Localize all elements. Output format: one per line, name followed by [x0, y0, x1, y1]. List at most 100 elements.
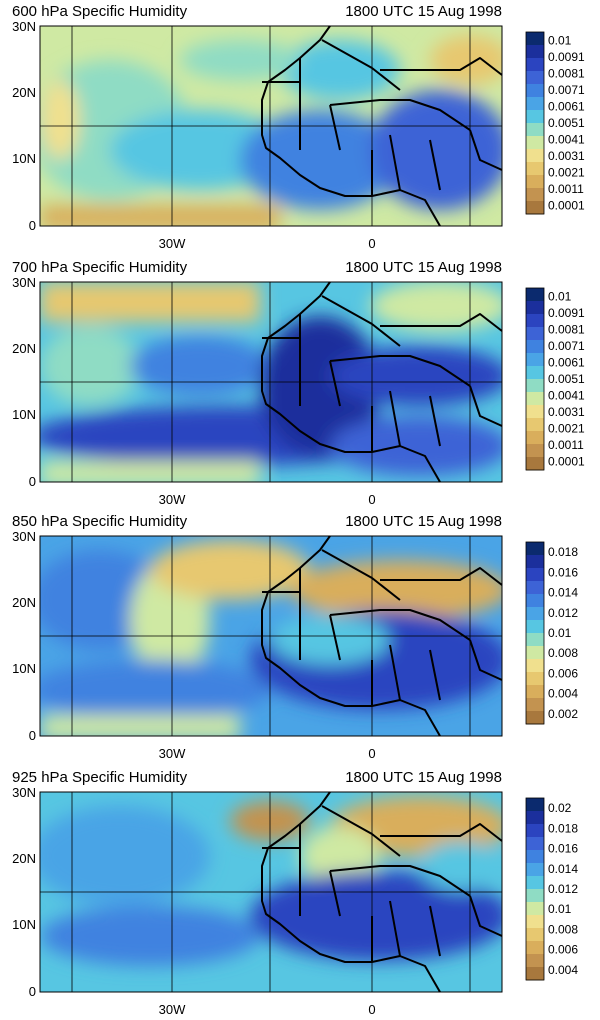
lon-label: 0: [368, 236, 375, 251]
colorbar-swatch: [526, 353, 544, 367]
colorbar-swatch: [526, 162, 544, 176]
map-area: [39, 791, 503, 993]
colorbar-swatch: [526, 288, 544, 302]
panel-title: 850 hPa Specific Humidity: [12, 513, 188, 530]
colorbar-swatch: [526, 110, 544, 124]
panel-time: 1800 UTC 15 Aug 1998: [345, 769, 502, 786]
map-area: [39, 535, 503, 737]
colorbar: 0.02 0.018 0.016 0.014 0.012 0.01 0.008 0.006 0.…: [525, 797, 578, 981]
colorbar-label: 0.0031: [548, 149, 585, 163]
colorbar-label: 0.0001: [548, 455, 585, 469]
colorbar-frame: [525, 541, 545, 725]
lat-label: 10N: [12, 151, 36, 166]
colorbar-label: 0.01: [548, 626, 572, 640]
colorbar-swatch: [526, 431, 544, 445]
colorbar-swatch: [526, 850, 544, 864]
colorbar-label: 0.0071: [548, 83, 585, 97]
colorbar-swatch: [526, 58, 544, 72]
colorbar-swatch: [526, 928, 544, 942]
colorbar-label: 0.006: [548, 943, 578, 957]
lat-label: 10N: [12, 917, 36, 932]
colorbar-swatch: [526, 340, 544, 354]
colorbar-label: 0.014: [548, 586, 578, 600]
colorbar-swatch: [526, 698, 544, 712]
lon-axis: 30W 0: [159, 1002, 376, 1017]
lat-label: 20N: [12, 851, 36, 866]
colorbar: 0.018 0.016 0.014 0.012 0.01 0.008 0.006 0.004 0…: [525, 541, 578, 725]
lat-axis: 30N 20N 10N 0: [12, 529, 36, 743]
colorbar-swatch: [526, 824, 544, 838]
lat-label: 10N: [12, 407, 36, 422]
colorbar-label: 0.0091: [548, 50, 585, 64]
panel-850hpa: 850 hPa Specific Humidity 1800 UTC 15 Au…: [12, 513, 578, 761]
lat-label: 20N: [12, 85, 36, 100]
colorbar-label: 0.0041: [548, 133, 585, 147]
colorbar-swatch: [526, 71, 544, 85]
colorbar-label: 0.004: [548, 687, 578, 701]
lat-label: 0: [29, 218, 36, 233]
coastline: [261, 281, 503, 483]
colorbar-swatch: [526, 201, 544, 215]
lon-label: 30W: [159, 746, 186, 761]
lat-axis: 30N 20N 10N 0: [12, 275, 36, 489]
panel-700hpa: 700 hPa Specific Humidity 1800 UTC 15 Au…: [12, 259, 585, 507]
colorbar-label: 0.0011: [548, 438, 584, 452]
colorbar-swatch: [526, 568, 544, 582]
lat-label: 30N: [12, 19, 36, 34]
lat-label: 0: [29, 984, 36, 999]
colorbar-swatch: [526, 542, 544, 556]
colorbar-swatch: [526, 941, 544, 955]
colorbar-swatch: [526, 418, 544, 432]
colorbar-swatch: [526, 672, 544, 686]
lat-label: 20N: [12, 595, 36, 610]
colorbar-label: 0.01: [548, 289, 572, 303]
colorbar-frame: [525, 797, 545, 981]
colorbar-swatch: [526, 136, 544, 150]
colorbar-label: 0.018: [548, 821, 578, 835]
colorbar-frame: [525, 287, 545, 471]
grid-lines: [40, 282, 502, 482]
colorbar-swatch: [526, 581, 544, 595]
lon-axis: 30W 0: [159, 236, 376, 251]
colorbar-label: 0.016: [548, 842, 578, 856]
colorbar-label: 0.006: [548, 666, 578, 680]
colorbar: 0.01 0.0091 0.0081 0.0071 0.0061 0.0051 0.0041…: [525, 31, 585, 215]
colorbar-swatch: [526, 711, 544, 725]
colorbar-label: 0.0011: [548, 182, 584, 196]
lon-label: 0: [368, 746, 375, 761]
colorbar-swatch: [526, 863, 544, 877]
lat-label: 30N: [12, 529, 36, 544]
lon-label: 30W: [159, 236, 186, 251]
colorbar-swatch: [526, 876, 544, 890]
colorbar-swatch: [526, 366, 544, 380]
panel-time: 1800 UTC 15 Aug 1998: [345, 3, 502, 20]
colorbar-swatch: [526, 149, 544, 163]
lat-axis: 30N 20N 10N 0: [12, 19, 36, 233]
colorbar-swatch: [526, 405, 544, 419]
lat-label: 30N: [12, 785, 36, 800]
lon-label: 30W: [159, 1002, 186, 1017]
panel-time: 1800 UTC 15 Aug 1998: [345, 513, 502, 530]
colorbar-label: 0.0051: [548, 116, 585, 130]
map-area: [39, 25, 503, 227]
colorbar-label: 0.0041: [548, 389, 585, 403]
colorbar-label: 0.002: [548, 707, 578, 721]
colorbar-label: 0.02: [548, 801, 572, 815]
panel-title: 700 hPa Specific Humidity: [12, 259, 188, 276]
lon-label: 0: [368, 492, 375, 507]
coastline: [261, 535, 503, 737]
lon-label: 30W: [159, 492, 186, 507]
colorbar-label: 0.01: [548, 33, 572, 47]
colorbar-label: 0.008: [548, 646, 578, 660]
colorbar-swatch: [526, 685, 544, 699]
colorbar-label: 0.0001: [548, 199, 585, 213]
colorbar-label: 0.016: [548, 565, 578, 579]
colorbar-label: 0.014: [548, 862, 578, 876]
lat-label: 20N: [12, 341, 36, 356]
panel-time: 1800 UTC 15 Aug 1998: [345, 259, 502, 276]
colorbar-label: 0.0051: [548, 372, 585, 386]
colorbar-label: 0.0071: [548, 339, 585, 353]
colorbar-swatch: [526, 607, 544, 621]
lat-label: 30N: [12, 275, 36, 290]
colorbar-swatch: [526, 97, 544, 111]
